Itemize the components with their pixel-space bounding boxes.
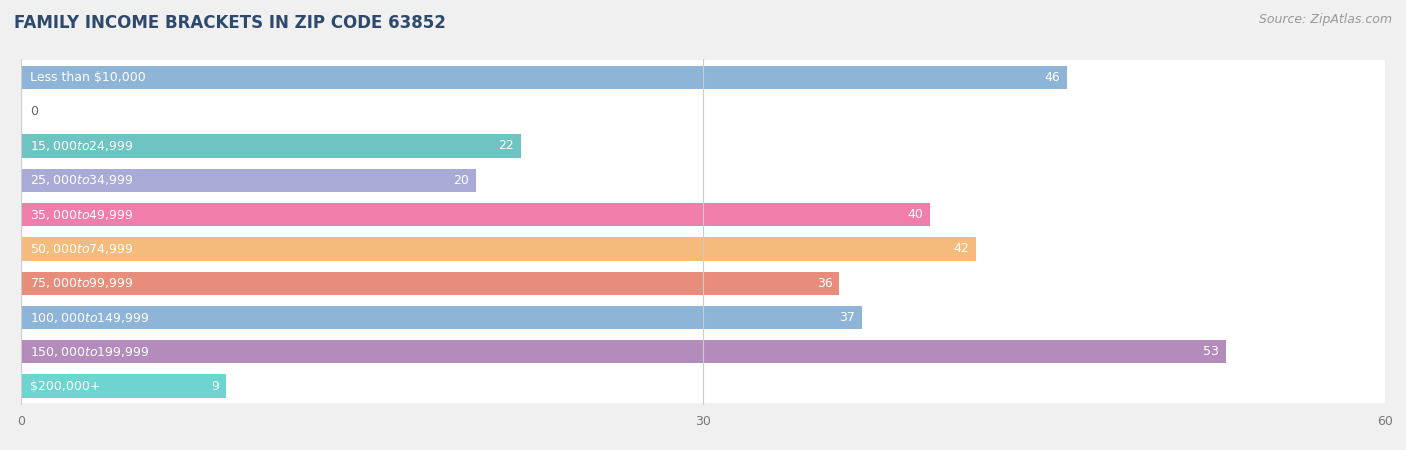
Text: 46: 46 bbox=[1045, 71, 1060, 84]
Bar bbox=[21, 306, 862, 329]
Text: 42: 42 bbox=[953, 243, 969, 256]
Text: $15,000 to $24,999: $15,000 to $24,999 bbox=[30, 139, 134, 153]
Bar bbox=[21, 340, 1226, 364]
Text: Less than $10,000: Less than $10,000 bbox=[30, 71, 146, 84]
Bar bbox=[21, 335, 1385, 369]
Bar bbox=[21, 129, 1385, 163]
Text: $50,000 to $74,999: $50,000 to $74,999 bbox=[30, 242, 134, 256]
Text: $35,000 to $49,999: $35,000 to $49,999 bbox=[30, 207, 134, 221]
Bar bbox=[21, 266, 1385, 300]
Text: Source: ZipAtlas.com: Source: ZipAtlas.com bbox=[1258, 14, 1392, 27]
Bar bbox=[21, 198, 1385, 232]
Bar bbox=[21, 237, 976, 261]
Bar bbox=[21, 369, 1385, 403]
Text: $10,000 to $14,999: $10,000 to $14,999 bbox=[30, 105, 134, 119]
Bar bbox=[21, 66, 1067, 89]
Text: 9: 9 bbox=[211, 380, 219, 393]
Text: $200,000+: $200,000+ bbox=[30, 380, 101, 393]
Text: 36: 36 bbox=[817, 277, 832, 290]
Text: FAMILY INCOME BRACKETS IN ZIP CODE 63852: FAMILY INCOME BRACKETS IN ZIP CODE 63852 bbox=[14, 14, 446, 32]
Text: 20: 20 bbox=[453, 174, 468, 187]
Bar bbox=[21, 271, 839, 295]
Bar bbox=[21, 134, 522, 158]
Text: 22: 22 bbox=[499, 140, 515, 153]
Bar bbox=[21, 203, 931, 226]
Text: $150,000 to $199,999: $150,000 to $199,999 bbox=[30, 345, 149, 359]
Text: 0: 0 bbox=[30, 105, 38, 118]
Bar bbox=[21, 232, 1385, 266]
Bar bbox=[21, 94, 1385, 129]
Text: 37: 37 bbox=[839, 311, 855, 324]
Bar bbox=[21, 300, 1385, 335]
Text: $100,000 to $149,999: $100,000 to $149,999 bbox=[30, 310, 149, 324]
Bar bbox=[21, 374, 225, 398]
Bar bbox=[21, 163, 1385, 198]
Text: $25,000 to $34,999: $25,000 to $34,999 bbox=[30, 173, 134, 187]
Bar bbox=[21, 60, 1385, 94]
Bar bbox=[21, 169, 475, 192]
Text: 40: 40 bbox=[908, 208, 924, 221]
Text: $75,000 to $99,999: $75,000 to $99,999 bbox=[30, 276, 134, 290]
Text: 53: 53 bbox=[1204, 345, 1219, 358]
